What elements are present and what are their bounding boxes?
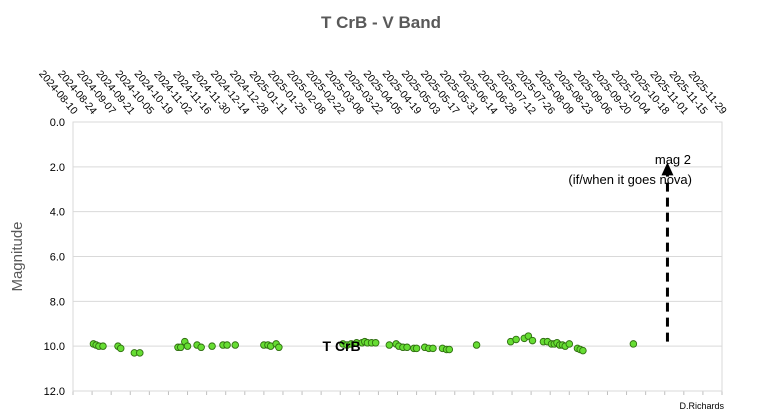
data-point	[472, 341, 481, 349]
data-point	[429, 344, 437, 353]
nova-annotation: mag 2 (if/when it goes nova)	[568, 152, 692, 342]
data-point	[629, 340, 638, 348]
y-tick-label: 4.0	[50, 207, 65, 219]
data-point	[275, 343, 283, 352]
data-point	[116, 344, 125, 353]
y-tick-label: 2.0	[50, 162, 65, 174]
gridlines	[73, 121, 722, 392]
data-point	[412, 344, 421, 353]
data-point	[385, 341, 394, 349]
data-point	[579, 346, 587, 355]
data-point	[403, 343, 411, 352]
data-point	[208, 342, 216, 350]
credit-text: D.Richards	[679, 401, 724, 411]
series-label: T CrB	[323, 338, 361, 354]
y-axis-ticks: 0.0 2.0 4.0 6.0 8.0 10.0 12.0	[44, 117, 65, 398]
y-tick-label: 8.0	[50, 296, 65, 308]
data-point	[136, 349, 144, 357]
y-axis-label: Magnitude	[9, 221, 26, 291]
data-points	[89, 332, 638, 357]
y-tick-label: 12.0	[44, 386, 65, 398]
data-point	[512, 335, 520, 344]
annotation-line-2: (if/when it goes nova)	[568, 172, 692, 187]
nova-arrow-head	[661, 162, 674, 176]
y-tick-label: 0.0	[50, 117, 65, 129]
y-tick-label: 10.0	[44, 341, 65, 353]
data-point	[371, 339, 380, 347]
data-point	[445, 345, 454, 354]
data-point	[231, 341, 239, 349]
data-point	[183, 342, 192, 350]
data-point	[99, 342, 107, 350]
data-point	[528, 336, 537, 345]
chart-title: T CrB - V Band	[321, 13, 441, 32]
plot-area-border	[72, 121, 723, 392]
data-point	[223, 341, 231, 349]
data-point	[197, 343, 205, 352]
data-point	[565, 340, 574, 348]
annotation-line-1: mag 2	[655, 152, 691, 167]
y-tick-label: 6.0	[50, 252, 65, 264]
